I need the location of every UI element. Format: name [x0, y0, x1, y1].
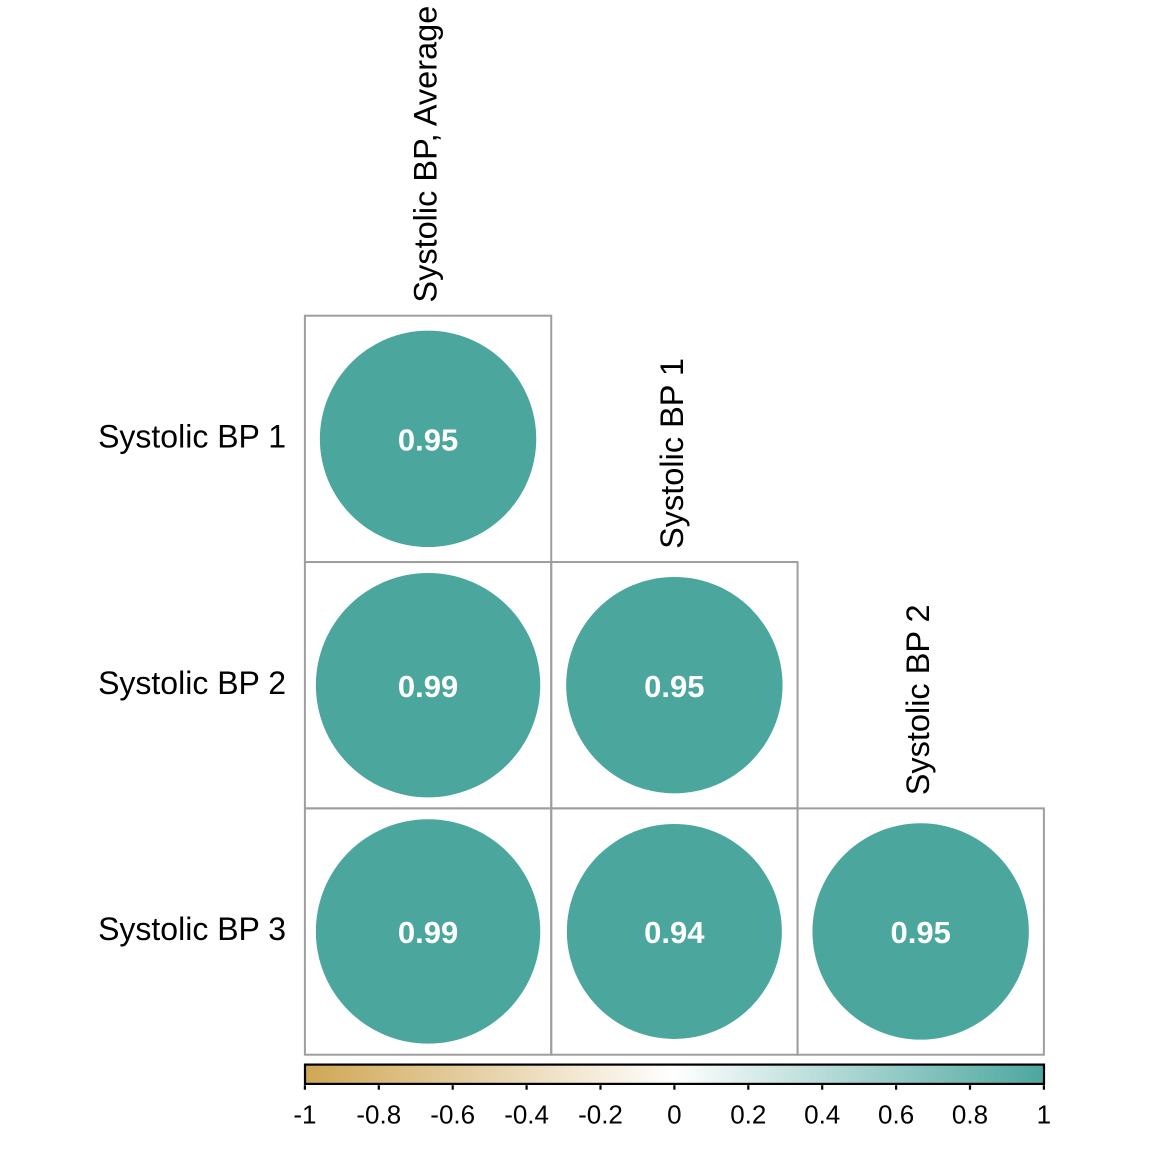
svg-text:Systolic BP 2: Systolic BP 2: [900, 604, 936, 795]
svg-text:0.99: 0.99: [398, 669, 458, 704]
svg-text:0.94: 0.94: [644, 915, 705, 950]
svg-text:-0.2: -0.2: [578, 1099, 623, 1129]
svg-text:Systolic BP 1: Systolic BP 1: [98, 419, 286, 455]
svg-text:-1: -1: [293, 1099, 316, 1129]
svg-text:Systolic BP 1: Systolic BP 1: [654, 358, 690, 549]
svg-text:0.2: 0.2: [730, 1099, 766, 1129]
svg-text:0.95: 0.95: [398, 422, 458, 457]
svg-text:0.95: 0.95: [644, 669, 704, 704]
svg-text:Systolic BP 2: Systolic BP 2: [98, 665, 286, 701]
svg-text:Systolic BP, Average: Systolic BP, Average: [408, 6, 444, 303]
svg-text:0.95: 0.95: [890, 915, 950, 950]
svg-text:-0.4: -0.4: [504, 1099, 549, 1129]
svg-text:Systolic BP 3: Systolic BP 3: [98, 911, 286, 947]
svg-text:0.8: 0.8: [952, 1099, 988, 1129]
svg-text:-0.8: -0.8: [356, 1099, 401, 1129]
svg-text:0.4: 0.4: [804, 1099, 840, 1129]
svg-text:0.99: 0.99: [398, 915, 458, 950]
svg-text:1: 1: [1037, 1099, 1051, 1129]
svg-text:0: 0: [667, 1099, 681, 1129]
svg-text:-0.6: -0.6: [430, 1099, 475, 1129]
svg-text:0.6: 0.6: [878, 1099, 914, 1129]
